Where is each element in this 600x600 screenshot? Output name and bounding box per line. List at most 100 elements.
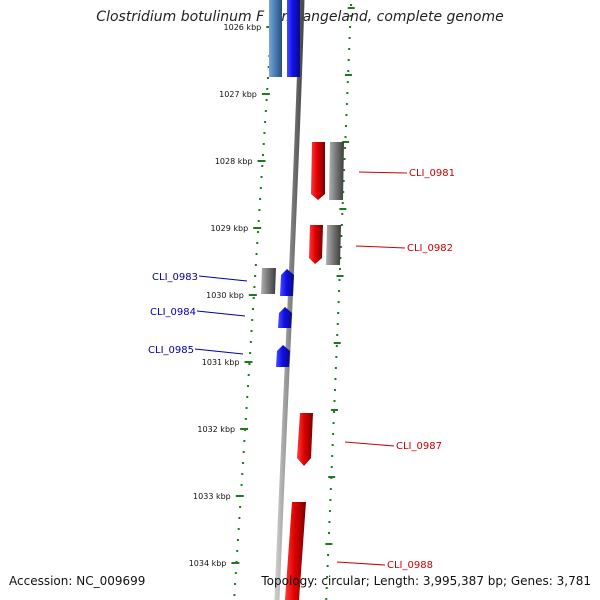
inner-ring-dot — [350, 4, 352, 6]
leader-line-cli-0985 — [194, 348, 244, 355]
scale-tick — [248, 294, 257, 296]
inner-ring-dot — [349, 15, 352, 17]
ruler-dot — [248, 363, 251, 365]
ruler-dot — [262, 143, 265, 145]
scale-tick-label: 1032 kbp — [197, 425, 235, 434]
inner-ring-tick — [333, 342, 341, 344]
ruler-dot — [259, 198, 262, 200]
inner-ring-dot — [332, 422, 335, 424]
inner-ring-dot — [347, 59, 350, 61]
gene-feature-pseudo[interactable] — [326, 225, 341, 265]
gene-label-cli-0985[interactable]: CLI_0985 — [148, 345, 194, 356]
inner-ring-dot — [334, 367, 337, 369]
gene-feature-cli-0982[interactable] — [309, 225, 323, 264]
inner-ring-dot — [346, 81, 349, 83]
inner-ring-dot — [339, 268, 341, 270]
gene-label-cli-0987[interactable]: CLI_0987 — [396, 441, 442, 452]
scale-tick-label: 1028 kbp — [215, 157, 253, 166]
ruler-dot — [252, 297, 255, 299]
inner-ring-dot — [341, 213, 344, 215]
inner-ring-dot — [332, 433, 335, 435]
leader-line-cli-0983 — [198, 275, 248, 282]
ruler-dot — [265, 99, 268, 101]
genome-backbone — [274, 0, 305, 600]
gene-feature-cli-0988[interactable] — [285, 502, 306, 600]
inner-ring-dot — [344, 136, 347, 138]
ruler-dot — [263, 132, 266, 134]
inner-ring-dot — [337, 301, 340, 303]
ruler-dot — [236, 550, 239, 552]
inner-ring-tick — [347, 7, 355, 9]
accession-text: Accession: NC_009699 — [9, 574, 146, 588]
ruler-dot — [245, 407, 248, 409]
inner-ring-tick — [328, 476, 336, 478]
ruler-dot — [251, 319, 254, 321]
leader-line-cli-0988 — [336, 561, 386, 566]
ruler-dot — [238, 517, 241, 519]
inner-ring-dot — [334, 378, 337, 380]
gene-label-cli-0981[interactable]: CLI_0981 — [409, 168, 455, 179]
inner-ring-dot — [327, 554, 330, 556]
inner-ring-dot — [330, 466, 333, 468]
inner-ring-dot — [342, 180, 345, 182]
ruler-dot — [249, 352, 252, 354]
ruler-dot — [266, 77, 269, 79]
scale-tick-label: 1026 kbp — [224, 23, 262, 32]
gene-label-cli-0984[interactable]: CLI_0984 — [150, 307, 196, 318]
inner-ring-dot — [328, 532, 330, 534]
scale-ticks: 1026 kbp 1027 kbp 1028 kbp 1029 kbp 1030 kbp… — [189, 7, 355, 568]
inner-ring-dot — [348, 37, 351, 39]
scale-tick-label: 1031 kbp — [202, 358, 240, 367]
leader-line-cli-0984 — [196, 310, 246, 317]
gene-feature-cli-0983[interactable] — [261, 268, 276, 294]
inner-ring-dot — [344, 125, 347, 127]
gene-feature-cli-0981[interactable] — [311, 142, 325, 200]
gene-label-cli-0983[interactable]: CLI_0983 — [152, 272, 198, 283]
ruler-dot — [246, 385, 249, 387]
scale-tick-label: 1033 kbp — [193, 492, 231, 501]
inner-ring-dot — [338, 290, 341, 292]
inner-ring-dot — [333, 411, 336, 413]
gene-feature-pseudo[interactable] — [329, 142, 344, 200]
ruler-dot — [264, 121, 267, 123]
ruler-dot — [256, 242, 259, 244]
inner-ring-tick — [342, 141, 350, 143]
inner-ring-tick — [339, 208, 347, 210]
gene-features — [261, 0, 344, 600]
inner-ring-dot — [347, 70, 350, 72]
inner-ring-dot — [345, 114, 348, 116]
scale-tick — [240, 428, 249, 430]
inner-ring — [325, 4, 352, 600]
ruler-dot — [256, 231, 259, 233]
gene-label-cli-0988[interactable]: CLI_0988 — [387, 560, 433, 571]
gene-feature-reverse[interactable] — [287, 0, 300, 77]
ruler-dot — [267, 66, 270, 68]
inner-ring-dot — [326, 565, 329, 567]
gene-feature-cli-0987[interactable] — [297, 413, 313, 466]
gene-labels: CLI_0981 CLI_0982 CLI_0983 CLI_0984 CLI_… — [148, 168, 455, 571]
inner-ring-dot — [339, 246, 342, 248]
gene-feature-cli-0985[interactable] — [276, 345, 290, 367]
ruler-dot — [253, 286, 256, 288]
inner-ring-dot — [328, 521, 331, 523]
ruler-dot — [239, 506, 242, 508]
ruler-dot — [250, 330, 253, 332]
gene-feature-cli-0983-arrow[interactable] — [280, 269, 294, 296]
gene-feature-cli-0984[interactable] — [278, 307, 292, 328]
scale-tick — [244, 361, 253, 363]
inner-ring-dot — [346, 92, 349, 94]
ruler-dot — [241, 473, 244, 475]
ruler-dot — [243, 440, 246, 442]
ruler-dot — [240, 484, 243, 486]
gene-label-cli-0982[interactable]: CLI_0982 — [407, 243, 453, 254]
ruler-dot — [261, 154, 264, 156]
ruler-dot — [237, 528, 240, 530]
inner-ring-dot — [337, 312, 340, 314]
leader-line-cli-0982 — [355, 245, 406, 249]
ruler-dot — [234, 572, 237, 574]
inner-ring-dot — [335, 356, 338, 358]
gene-feature-lightblue[interactable] — [269, 0, 282, 77]
ruler-dot — [254, 275, 257, 277]
